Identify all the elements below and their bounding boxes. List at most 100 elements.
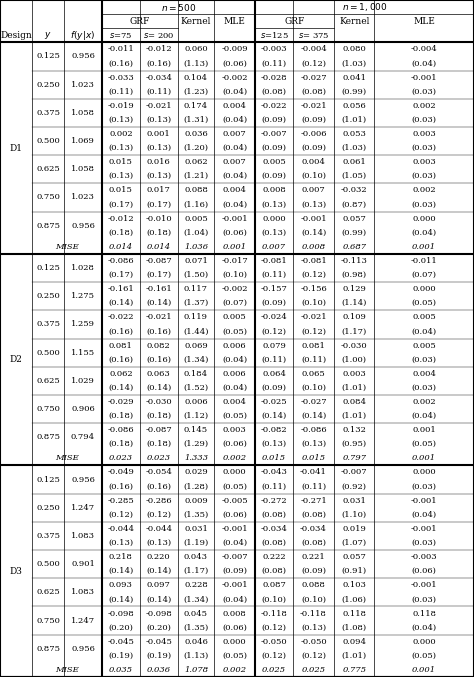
Text: (0.03): (0.03)	[412, 88, 437, 95]
Text: 0.104: 0.104	[184, 74, 208, 81]
Text: -0.118: -0.118	[261, 609, 287, 617]
Text: 0.079: 0.079	[262, 342, 286, 349]
Text: (0.04): (0.04)	[222, 88, 247, 95]
Text: (0.13): (0.13)	[146, 144, 172, 152]
Text: -0.001: -0.001	[411, 525, 438, 533]
Text: -0.043: -0.043	[261, 468, 287, 477]
Text: -0.001: -0.001	[221, 525, 248, 533]
Text: 0.081: 0.081	[301, 342, 326, 349]
Text: 0.005: 0.005	[412, 313, 436, 322]
Text: -0.001: -0.001	[411, 497, 438, 504]
Text: (0.14): (0.14)	[146, 384, 172, 392]
Text: (0.17): (0.17)	[108, 200, 134, 209]
Text: 1.023: 1.023	[71, 194, 95, 202]
Text: 0.031: 0.031	[184, 525, 208, 533]
Text: (0.16): (0.16)	[109, 60, 133, 68]
Text: -0.041: -0.041	[300, 468, 327, 477]
Text: -0.012: -0.012	[146, 45, 172, 53]
Text: (0.19): (0.19)	[108, 652, 134, 660]
Text: (0.03): (0.03)	[412, 200, 437, 209]
Text: -0.044: -0.044	[108, 525, 134, 533]
Text: 0.103: 0.103	[342, 582, 366, 589]
Text: 0.000: 0.000	[412, 468, 436, 477]
Text: 0.775: 0.775	[342, 666, 366, 674]
Text: 0.000: 0.000	[412, 215, 436, 223]
Text: (1.20): (1.20)	[183, 144, 209, 152]
Text: -0.006: -0.006	[301, 130, 327, 138]
Text: 0.956: 0.956	[71, 221, 95, 230]
Text: 1.023: 1.023	[71, 81, 95, 89]
Text: (0.03): (0.03)	[412, 173, 437, 180]
Text: 0.004: 0.004	[223, 102, 246, 110]
Text: 0.062: 0.062	[109, 370, 133, 378]
Text: (1.00): (1.00)	[342, 355, 367, 364]
Text: 0.007: 0.007	[223, 130, 246, 138]
Text: (0.13): (0.13)	[108, 144, 134, 152]
Text: (0.08): (0.08)	[262, 539, 286, 547]
Text: 0.001: 0.001	[412, 427, 436, 434]
Text: 0.019: 0.019	[342, 525, 366, 533]
Text: -0.113: -0.113	[341, 257, 368, 265]
Text: (0.14): (0.14)	[108, 299, 134, 307]
Text: (0.98): (0.98)	[342, 271, 367, 279]
Text: 0.035: 0.035	[109, 666, 133, 674]
Text: (0.12): (0.12)	[301, 328, 326, 335]
Text: (1.03): (1.03)	[342, 60, 367, 68]
Text: 0.125: 0.125	[36, 475, 60, 483]
Text: 0.004: 0.004	[412, 370, 436, 378]
Text: 0.025: 0.025	[301, 666, 326, 674]
Text: -0.027: -0.027	[300, 74, 327, 81]
Text: (1.03): (1.03)	[342, 144, 367, 152]
Text: 0.375: 0.375	[36, 532, 60, 540]
Text: (1.04): (1.04)	[183, 229, 209, 237]
Text: (0.04): (0.04)	[411, 328, 437, 335]
Text: 0.002: 0.002	[223, 666, 246, 674]
Text: (0.05): (0.05)	[412, 440, 437, 448]
Text: (0.06): (0.06)	[222, 60, 247, 68]
Text: -0.001: -0.001	[300, 215, 327, 223]
Text: -0.010: -0.010	[146, 215, 172, 223]
Text: 0.023: 0.023	[147, 454, 171, 462]
Text: -0.081: -0.081	[261, 257, 287, 265]
Text: (0.13): (0.13)	[146, 116, 172, 124]
Text: $n = 1,000$: $n = 1,000$	[342, 1, 387, 13]
Text: (0.13): (0.13)	[261, 229, 287, 237]
Text: 0.087: 0.087	[262, 582, 286, 589]
Text: 0.004: 0.004	[223, 186, 246, 194]
Text: 1.036: 1.036	[184, 243, 208, 250]
Text: 0.184: 0.184	[184, 370, 208, 378]
Text: 0.221: 0.221	[301, 553, 326, 561]
Text: (0.16): (0.16)	[146, 355, 171, 364]
Text: 0.797: 0.797	[342, 454, 366, 462]
Text: -0.034: -0.034	[300, 525, 327, 533]
Text: MLE: MLE	[224, 17, 246, 26]
Text: 0.119: 0.119	[184, 313, 208, 322]
Text: -0.005: -0.005	[221, 497, 248, 504]
Text: (0.09): (0.09)	[262, 116, 286, 124]
Text: GRF: GRF	[130, 17, 150, 26]
Text: (0.16): (0.16)	[146, 483, 171, 491]
Text: -0.157: -0.157	[261, 285, 287, 293]
Text: -0.050: -0.050	[300, 638, 327, 646]
Text: (0.11): (0.11)	[301, 483, 326, 491]
Text: 0.082: 0.082	[147, 342, 171, 349]
Text: (1.23): (1.23)	[183, 88, 209, 95]
Text: 0.005: 0.005	[262, 158, 286, 166]
Text: (0.06): (0.06)	[222, 229, 247, 237]
Text: (0.14): (0.14)	[146, 596, 172, 603]
Text: 1.029: 1.029	[71, 377, 95, 385]
Text: (0.04): (0.04)	[222, 355, 247, 364]
Text: -0.081: -0.081	[300, 257, 327, 265]
Text: (0.12): (0.12)	[146, 511, 171, 519]
Text: 0.008: 0.008	[301, 243, 326, 250]
Text: (1.01): (1.01)	[342, 116, 367, 124]
Text: (1.12): (1.12)	[183, 412, 209, 420]
Text: (0.06): (0.06)	[222, 511, 247, 519]
Text: (0.06): (0.06)	[222, 440, 247, 448]
Text: -0.027: -0.027	[300, 398, 327, 406]
Text: MISE: MISE	[55, 666, 79, 674]
Text: 0.218: 0.218	[109, 553, 133, 561]
Text: 1.247: 1.247	[71, 617, 95, 625]
Text: MLE: MLE	[413, 17, 435, 26]
Text: 0.060: 0.060	[184, 45, 208, 53]
